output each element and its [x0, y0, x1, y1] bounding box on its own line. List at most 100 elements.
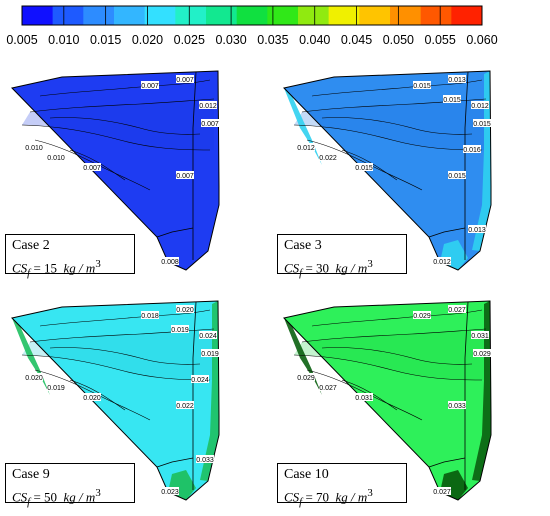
panel-case-10: 0.029 0.027 0.031 0.029 0.029 0.027 0.031 0.033… [283, 300, 492, 501]
contour-label-bg [196, 455, 214, 463]
colorbar-swatch [175, 6, 207, 25]
contour-line [293, 354, 483, 381]
domain-outline [283, 300, 492, 501]
contour-label-bg [448, 75, 466, 83]
contour-label-bg [297, 373, 315, 381]
contour-label-bg [171, 325, 189, 333]
contour-label-bg [319, 153, 337, 161]
contour-label-bg [25, 143, 43, 151]
contour-band [294, 329, 486, 380]
contour-label: 0.031 [355, 395, 373, 402]
contour-label-bg [176, 305, 194, 313]
contour-label: 0.018 [141, 313, 159, 320]
contour-label-bg [25, 373, 43, 381]
colorbar-swatch [451, 6, 483, 25]
contour-label-bg [471, 101, 489, 109]
contour-label-bg [413, 311, 431, 319]
contour-label-bg [191, 375, 209, 383]
contour-label-bg [47, 153, 65, 161]
contour-label: 0.015 [448, 173, 466, 180]
contour-line [29, 98, 215, 113]
contour-label: 0.007 [176, 77, 194, 84]
contour-label-bg [471, 331, 489, 339]
colorbar-swatch [52, 6, 84, 25]
contour-label: 0.023 [161, 489, 179, 496]
contour-label: 0.010 [25, 145, 43, 152]
contour-label: 0.022 [319, 155, 337, 162]
colorbar-swatch [236, 6, 268, 25]
contour-region [284, 301, 491, 500]
contour-label-bg [463, 145, 481, 153]
colorbar-swatch [359, 6, 391, 25]
contour-line [341, 379, 398, 411]
domain-edge [156, 227, 194, 238]
colorbar-tick-label: 0.030 [215, 33, 246, 47]
contour-label: 0.020 [25, 375, 43, 382]
contour-label-bg [201, 119, 219, 127]
contour-label: 0.024 [199, 333, 217, 340]
contour-label-bg [47, 383, 65, 391]
contour-label-bg [83, 393, 101, 401]
contour-label: 0.012 [433, 259, 451, 266]
contour-label-bg [413, 81, 431, 89]
colorbar-tick-label: 0.055 [425, 33, 456, 47]
contour-label: 0.019 [171, 327, 189, 334]
case-title: Case 3 [284, 238, 322, 253]
cs-formula: CSf = 70 kg / m3 [284, 487, 373, 508]
colorbar-swatch [328, 6, 360, 25]
contour-line [21, 124, 211, 151]
contour-line [21, 354, 211, 381]
contour-line [301, 328, 487, 343]
contour-label: 0.022 [176, 403, 194, 410]
contour-label-bg [443, 95, 461, 103]
contour-label: 0.013 [448, 77, 466, 84]
colorbar-swatch [420, 6, 452, 25]
domain-edge [192, 301, 197, 490]
domain-edge [428, 227, 466, 238]
case-label-box: Case 3 CSf = 30 kg / m3 [277, 234, 407, 279]
contour-label: 0.029 [473, 351, 491, 358]
colorbar-swatch [144, 6, 176, 25]
contour-label: 0.027 [319, 385, 337, 392]
contour-label-bg [199, 331, 217, 339]
case-label-box: Case 9 CSf = 50 kg / m3 [5, 463, 135, 508]
contour-label: 0.010 [47, 155, 65, 162]
contour-label: 0.007 [141, 83, 159, 90]
contour-label: 0.029 [297, 375, 315, 382]
contour-label: 0.007 [83, 165, 101, 172]
contour-label-bg [355, 393, 373, 401]
edge-gradient-right [472, 301, 491, 481]
contour-label-bg [141, 311, 159, 319]
contour-label-bg [176, 401, 194, 409]
cs-formula: CSf = 30 kg / m3 [284, 258, 373, 279]
contour-label-bg [199, 101, 217, 109]
contour-label: 0.027 [433, 489, 451, 496]
contour-label-bg [83, 163, 101, 171]
contour-label-bg [448, 305, 466, 313]
contour-label: 0.027 [448, 307, 466, 314]
contour-label: 0.007 [201, 121, 219, 128]
contour-label-bg [433, 487, 451, 495]
contour-label-bg [176, 171, 194, 179]
colorbar-swatch [390, 6, 421, 25]
contour-label: 0.033 [448, 403, 466, 410]
cs-formula: CSf = 50 kg / m3 [12, 487, 101, 508]
contour-line [293, 124, 483, 151]
contour-line [341, 149, 398, 181]
colorbar-tick-label: 0.025 [174, 33, 205, 47]
contour-label: 0.015 [413, 83, 431, 90]
contour-region [12, 301, 219, 500]
colorbar-tick-label: 0.045 [341, 33, 372, 47]
contour-label: 0.013 [468, 227, 486, 234]
contour-label: 0.019 [201, 351, 219, 358]
domain-outline [11, 70, 220, 271]
panel-case-9: 0.018 0.020 0.024 0.019 0.020 0.019 0.020 0.022… [11, 300, 220, 501]
contour-band [22, 99, 214, 150]
colorbar-tick-label: 0.035 [257, 33, 288, 47]
contour-label: 0.012 [199, 103, 217, 110]
colorbar-tick-label: 0.020 [132, 33, 163, 47]
cs-formula: CSf = 15 kg / m3 [12, 258, 101, 279]
contour-label-bg [141, 81, 159, 89]
contour-label-bg [355, 163, 373, 171]
